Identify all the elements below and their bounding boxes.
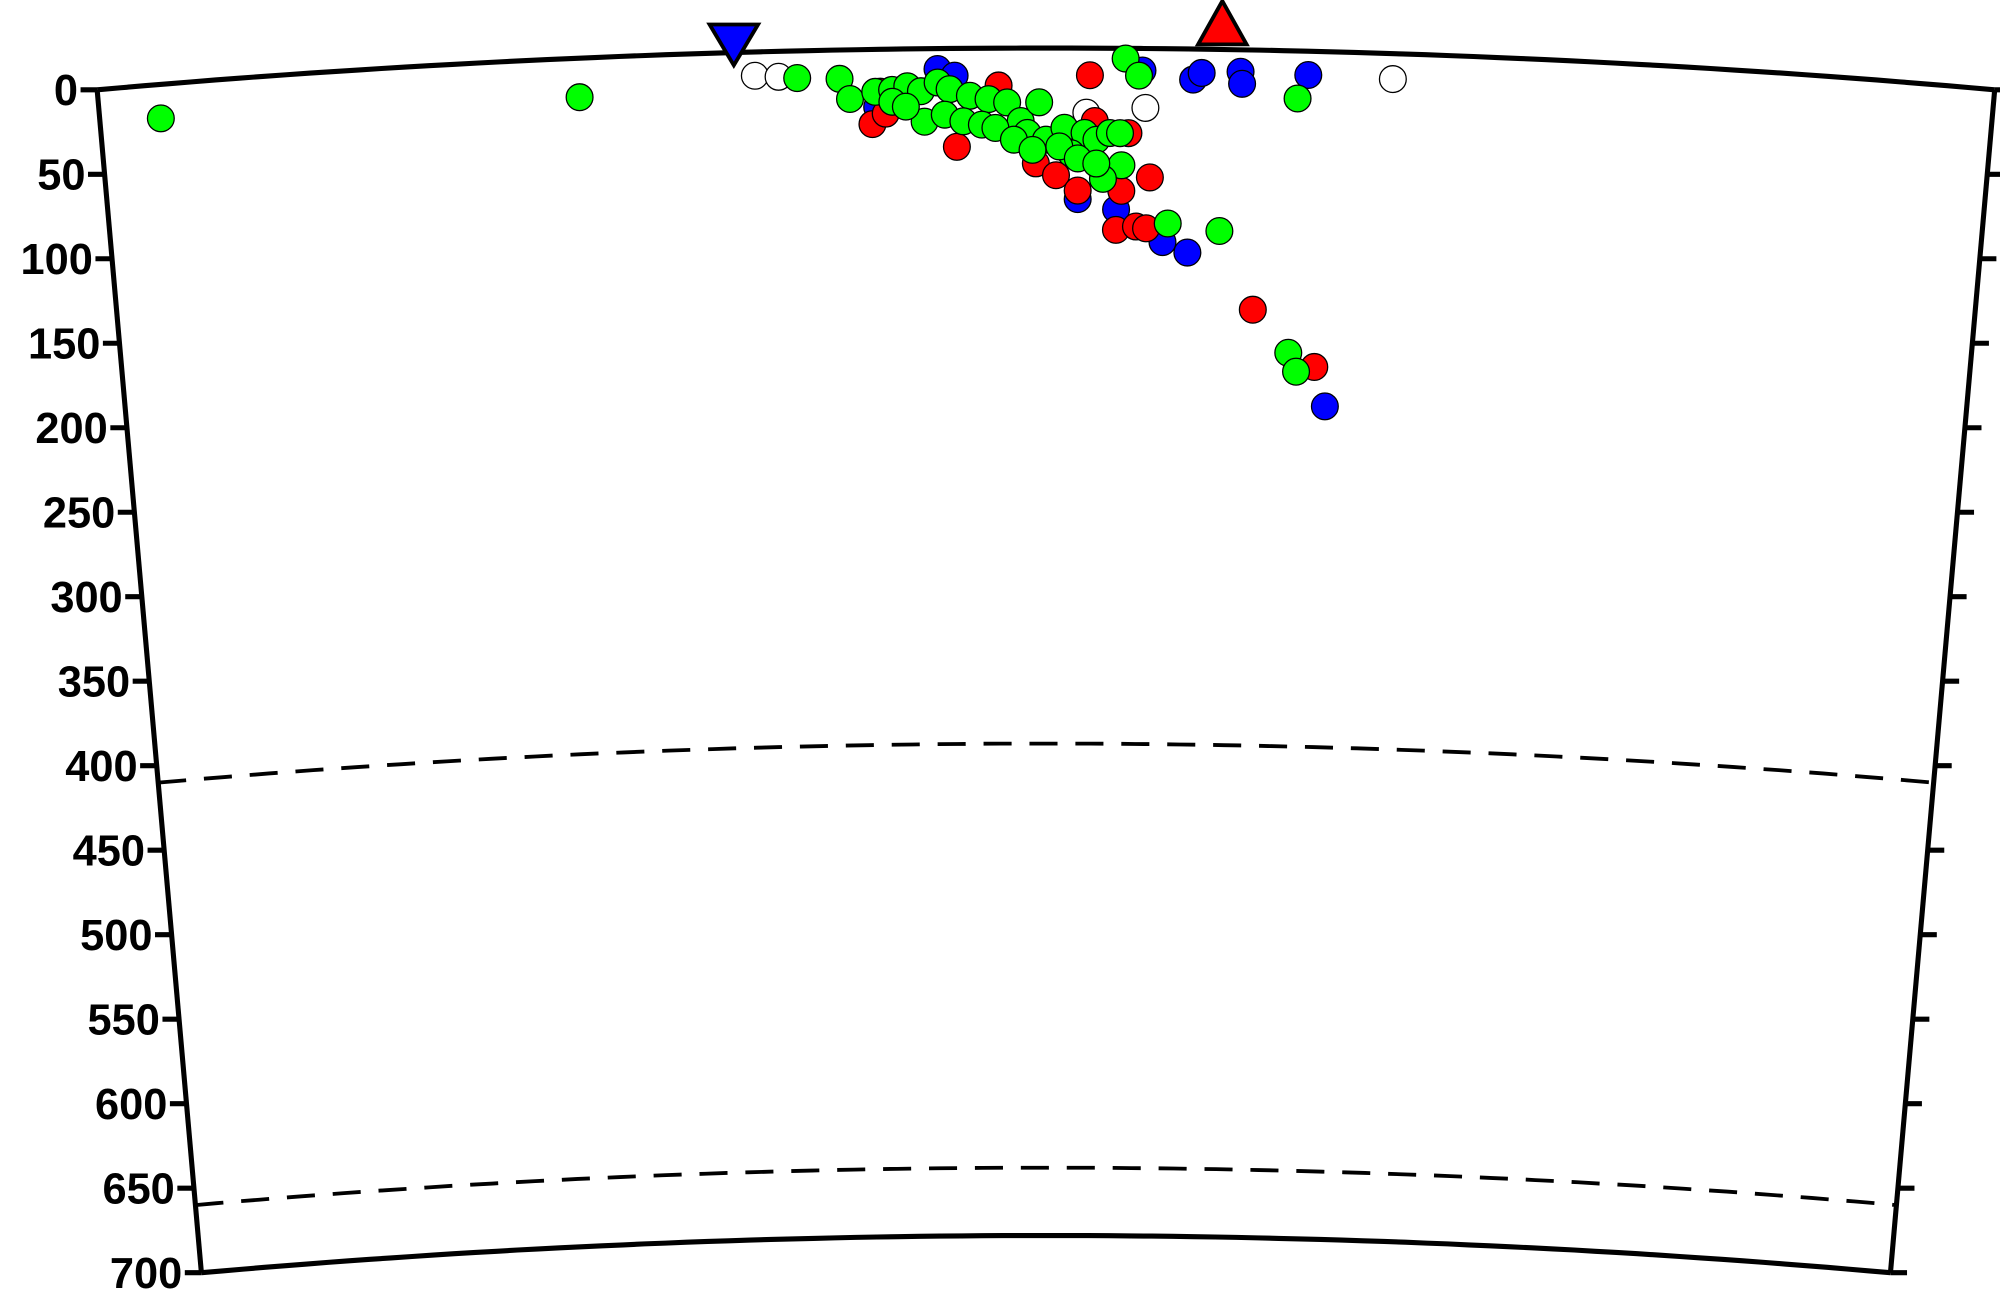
earthquake-point (1205, 216, 1234, 246)
earthquake-point (565, 83, 594, 112)
right-edge (1887, 89, 1998, 1273)
earthquake-point (1187, 58, 1216, 87)
earthquake-point (1135, 163, 1164, 192)
earthquake-point (1018, 135, 1047, 164)
earthquake-point (942, 132, 971, 161)
earthquake-point (835, 84, 865, 114)
earthquake-point (740, 61, 769, 90)
bottom-arc (201, 1233, 1891, 1276)
tick-label: 600 (95, 1081, 167, 1129)
earthquake-points (146, 44, 1407, 421)
earthquake-point (1228, 69, 1257, 98)
tick-label: 650 (102, 1166, 174, 1214)
tick-label: 250 (43, 490, 115, 538)
earthquake-point (1124, 61, 1154, 90)
discontinuity-lines (157, 741, 1934, 1208)
earthquake-point (1063, 176, 1092, 205)
earthquake-point (1238, 295, 1267, 324)
earthquake-point (1131, 93, 1160, 122)
tick-label: 550 (88, 997, 160, 1045)
discontinuity-410-line (157, 741, 1934, 785)
station-inverted-triangle-icon (706, 22, 762, 70)
earthquake-point (1025, 88, 1054, 117)
left-edge (94, 89, 204, 1273)
tick-label: 400 (65, 743, 137, 791)
earthquake-point (1105, 119, 1135, 148)
tick-label: 450 (73, 828, 145, 876)
depth-tick-labels: 0 50 100 150 200 250 300 350 400 450 500… (21, 67, 183, 1298)
earthquake-point (1294, 60, 1323, 90)
tick-label: 300 (50, 574, 122, 622)
surface-arc (96, 45, 1995, 93)
tick-label: 700 (110, 1250, 182, 1298)
tick-label: 500 (80, 912, 152, 960)
tick-label: 50 (37, 152, 85, 200)
earthquake-point (1173, 238, 1202, 267)
station-triangle-icon (1194, 0, 1250, 47)
earthquake-point (891, 92, 920, 121)
earthquake-point (1075, 61, 1104, 90)
tick-label: 100 (21, 236, 93, 284)
profile-markers (706, 0, 1250, 70)
tick-label: 350 (58, 659, 130, 707)
tick-label: 0 (54, 67, 78, 115)
tick-label: 150 (28, 321, 100, 369)
earthquake-point (1378, 65, 1407, 94)
earthquake-point (1082, 149, 1111, 178)
discontinuity-660-line (195, 1165, 1897, 1208)
section-frame (94, 45, 1998, 1276)
tick-label: 200 (35, 405, 107, 453)
earthquake-point (1283, 84, 1312, 113)
earthquake-point (146, 104, 175, 133)
earthquake-point (783, 64, 812, 93)
earthquake-point (1041, 161, 1071, 190)
depth-ticks (80, 87, 2000, 1276)
earthquake-point (1153, 209, 1182, 238)
earthquake-point (1282, 357, 1311, 386)
earthquake-point (1310, 392, 1339, 421)
